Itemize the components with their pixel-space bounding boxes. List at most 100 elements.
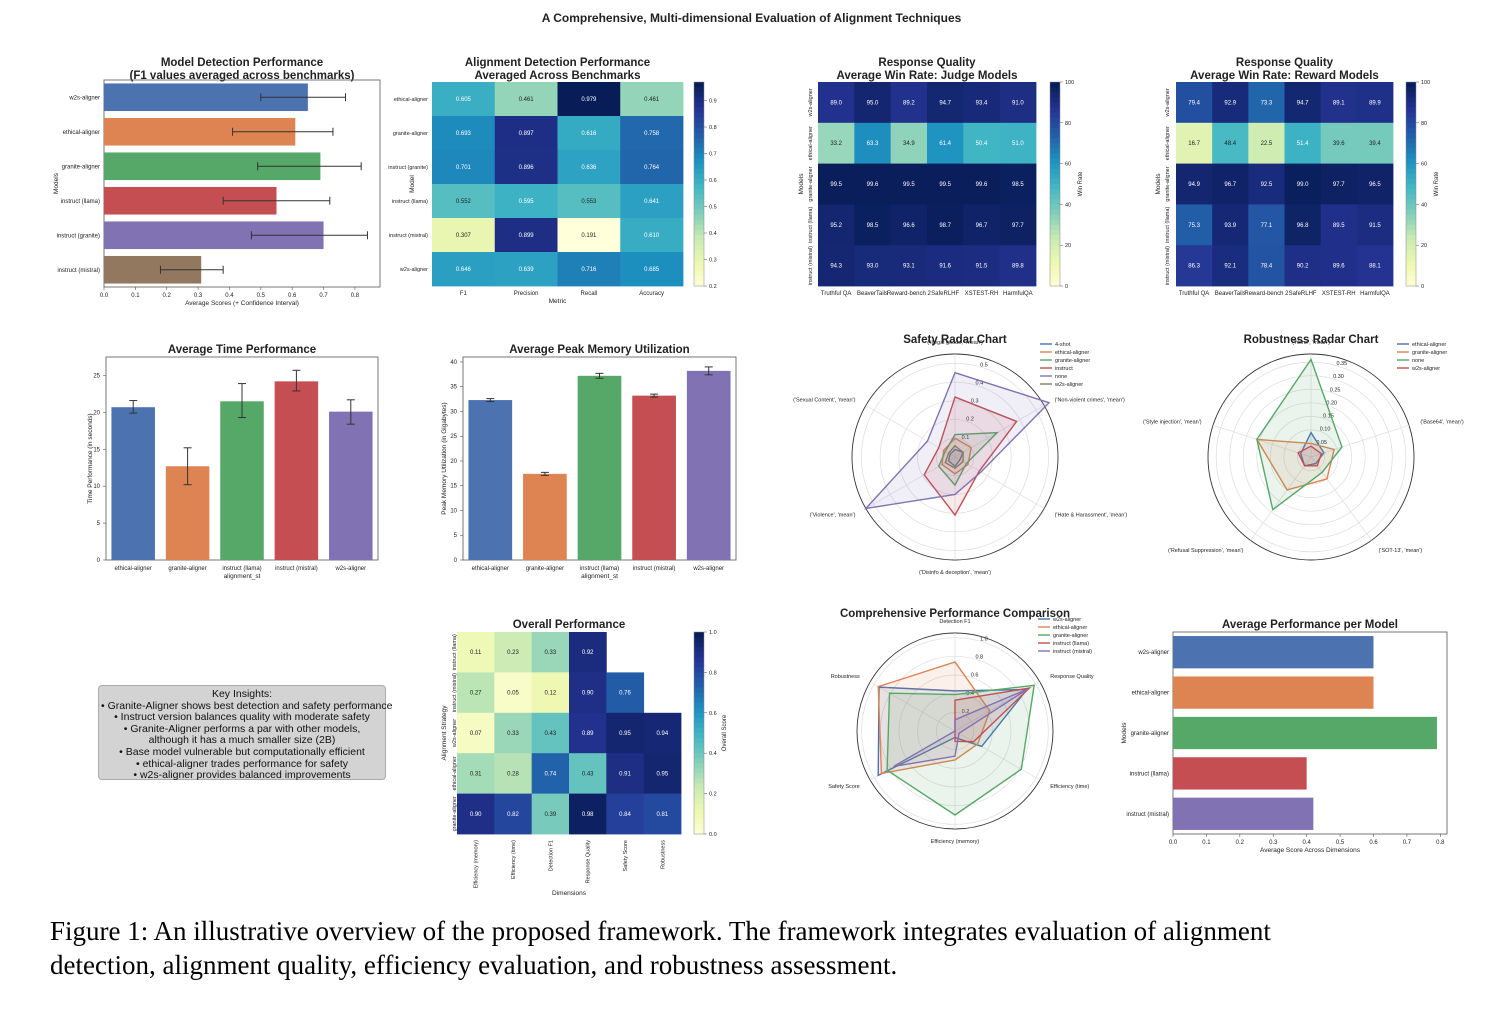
cell-value: 99.6 [976,182,988,188]
y-tick-label: 0 [454,558,458,564]
radar-axis-label: Efficiency (memory) [931,839,980,845]
cell-value: 16.7 [1188,141,1200,147]
chart-title: Model Detection Performance [161,57,323,69]
colorbar-segment [1050,250,1060,256]
x-axis-label: Average Scores (+ Confidence Interval) [185,300,299,307]
y-tick-label: granite-aligner [62,164,100,170]
cell-value: 89.1 [1333,100,1345,106]
y-tick-label: w2s-aligner [68,95,100,101]
col-label: Accuracy [639,291,664,297]
colorbar-segment [1050,214,1060,221]
colorbar-segment [694,758,704,764]
heatmap-cell [1356,204,1394,246]
cell-value: 90.2 [1297,264,1309,270]
chart-title: Response Quality [878,57,976,69]
y-tick-label: granite-aligner [1131,731,1169,737]
cell-value: 0.76 [619,691,631,697]
col-label: Precision [514,291,539,297]
heatmap-cell [531,712,570,754]
cell-value: 92.5 [1261,182,1273,188]
radial-tick-label: 0.2 [966,417,974,423]
heatmap-cell [1320,163,1358,205]
colorbar-segment [1050,112,1060,119]
cell-value: 0.191 [581,233,597,239]
chart-title: Comprehensive Performance Comparison [840,608,1070,620]
radial-tick-label: 0.35 [1336,361,1347,367]
colorbar-segment [1406,235,1416,241]
cell-value: 0.95 [656,771,668,777]
cell-value: 0.12 [544,691,556,697]
colorbar-segment [694,828,704,835]
colorbar-segment [1406,143,1416,149]
x-tick-label: ethical-aligner [115,566,152,572]
heatmap-cell [531,793,570,835]
cell-value: 0.896 [519,165,535,171]
colorbar-segment [1050,260,1060,267]
heatmap-cell [854,204,892,246]
col-label: SafeRLHF [931,291,959,297]
colorbar-segment [1050,199,1060,205]
colorbar-segment [694,138,704,144]
radar-series [923,396,1018,517]
x-tick-label: 0.5 [1336,840,1345,846]
y-tick-label: 5 [454,533,458,539]
chart-time: Average Time Performance 0 5 10 15 20 25 ethica… [87,344,379,580]
heatmap-cell [1176,245,1213,287]
cell-value: 86.3 [1188,264,1200,270]
chart-title: Averaged Across Benchmarks [475,70,641,82]
heatmap-cell [606,793,645,835]
insight-line: although it has a much smaller size (2B) [148,734,336,747]
colorbar-tick-label: 60 [1065,162,1071,168]
radial-tick-label: 0.8 [975,655,983,661]
y-tick-label: 10 [93,484,100,490]
y-tick-label: 15 [93,447,100,453]
colorbar-segment [694,657,704,663]
heatmap-cell [494,753,533,794]
colorbar-tick-label: 60 [1421,162,1427,168]
x-tick-label: 0.7 [319,293,328,299]
colorbar-segment [694,687,704,694]
colorbar-segment [694,632,704,638]
colorbar-segment [1406,178,1416,185]
colorbar-segment [694,255,704,261]
colorbar-segment [694,818,704,825]
cell-value: 0.89 [582,731,594,737]
heatmap-cell [927,245,964,287]
colorbar-segment [694,168,704,175]
radar-spoke [954,730,1041,781]
colorbar-tick-label: 40 [1421,202,1427,208]
cell-value: 88.1 [1369,264,1381,270]
colorbar-segment [694,219,704,226]
heatmap-cell [890,82,928,124]
heatmap-cell [557,116,621,151]
cell-value: 96.6 [903,223,915,229]
x-tick-label: 0.7 [1403,840,1412,846]
heatmap-cell [854,163,892,205]
row-label: granite-aligner [452,796,458,831]
bar [1173,757,1307,790]
cell-value: 0.636 [581,165,597,171]
colorbar-segment [694,712,704,719]
radar-axis-label: ('Base64', 'mean') [1420,419,1463,425]
heatmap-cell [606,753,645,794]
heatmap-cell [1284,163,1322,205]
row-label: instruct (mistral) [452,673,458,712]
chart-avg_performance: Average Performance per Model 0.0 0.1 0.2 0.… [1121,619,1448,854]
colorbar-segment [1050,194,1060,200]
cell-value: 93.4 [976,100,988,106]
y-tick-label: 15 [450,484,457,490]
heatmap-cell [557,184,621,219]
heatmap-cell [557,252,621,287]
radial-tick-label: 0.3 [971,399,979,405]
legend: ethical-aligner granite-aligner none w2s-al… [1397,342,1447,372]
colorbar-segment [694,245,704,251]
colorbar-segment [694,270,704,277]
radar-series [877,661,991,775]
cell-value: 33.2 [830,141,842,147]
heatmap-cell [1284,245,1322,287]
cell-value: 94.3 [830,264,842,270]
colorbar-segment [1050,280,1060,287]
